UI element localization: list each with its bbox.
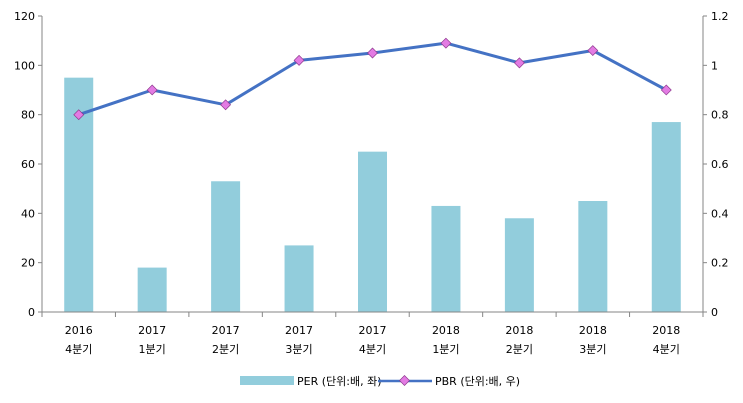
category-year-label: 2016	[65, 324, 93, 337]
axes	[38, 15, 707, 317]
legend-per-label: PER (단위:배, 좌)	[297, 375, 382, 388]
right-tick-label: 0.8	[711, 109, 729, 122]
pbr-marker	[367, 47, 378, 59]
pbr-marker	[660, 84, 672, 96]
right-tick-label: 0	[711, 306, 718, 319]
right-tick-label: 0.2	[711, 257, 729, 270]
legend-pbr-label: PBR (단위:배, 우)	[435, 375, 520, 388]
legend-per-swatch	[240, 376, 294, 385]
right-tick-label: 0.6	[711, 158, 729, 171]
category-year-label: 2018	[432, 324, 460, 337]
category-labels: 2016 4분기 2017 1분기 2017 2분기 2017 3분기 2017 4분기 2018 1…	[65, 324, 681, 356]
category-year-label: 2018	[505, 324, 533, 337]
category-quarter-label: 2분기	[212, 343, 239, 356]
left-tick-label: 40	[21, 207, 35, 220]
category-quarter-label: 4분기	[65, 343, 92, 356]
per-bar	[211, 181, 241, 312]
left-tick-label: 100	[14, 59, 35, 72]
left-tick-label: 20	[21, 257, 35, 270]
pbr-marker	[146, 84, 158, 96]
category-quarter-label: 3분기	[579, 343, 606, 356]
left-tick-label: 80	[21, 109, 35, 122]
category-year-label: 2018	[652, 324, 680, 337]
left-tick-label: 120	[14, 10, 35, 23]
per-bar	[578, 201, 608, 312]
right-axis-ticks: 0 0.2 0.4 0.6 0.8 1 1.2	[711, 10, 729, 319]
right-tick-label: 1	[711, 59, 718, 72]
category-year-label: 2017	[138, 324, 166, 337]
per-bars	[64, 77, 681, 313]
per-bar	[504, 218, 534, 312]
category-quarter-label: 4분기	[653, 343, 680, 356]
category-year-label: 2017	[212, 324, 240, 337]
category-year-label: 2017	[359, 324, 387, 337]
category-year-label: 2017	[285, 324, 313, 337]
legend: PER (단위:배, 좌) PBR (단위:배, 우)	[240, 375, 520, 388]
category-quarter-label: 4분기	[359, 343, 386, 356]
pbr-marker	[220, 99, 232, 111]
pbr-marker	[440, 37, 452, 49]
per-bar	[284, 245, 314, 312]
per-bar	[651, 122, 681, 312]
category-quarter-label: 2분기	[506, 343, 533, 356]
pbr-marker	[587, 45, 599, 56]
pbr-marker	[513, 57, 525, 69]
legend-pbr-marker	[399, 375, 410, 386]
per-bar	[358, 151, 387, 312]
category-quarter-label: 1분기	[432, 343, 459, 356]
pbr-line-series	[73, 37, 672, 121]
per-bar	[431, 205, 461, 312]
right-tick-label: 0.4	[711, 207, 729, 220]
left-tick-label: 0	[28, 306, 35, 319]
category-quarter-label: 3분기	[285, 343, 312, 356]
per-bar	[137, 267, 167, 312]
left-axis-ticks: 0 20 40 60 80 100 120	[14, 10, 35, 319]
left-tick-label: 60	[21, 158, 35, 171]
category-year-label: 2018	[579, 324, 607, 337]
pbr-marker	[293, 54, 305, 66]
right-tick-label: 1.2	[711, 10, 729, 23]
pbr-marker	[73, 109, 85, 121]
category-quarter-label: 1분기	[139, 343, 166, 356]
